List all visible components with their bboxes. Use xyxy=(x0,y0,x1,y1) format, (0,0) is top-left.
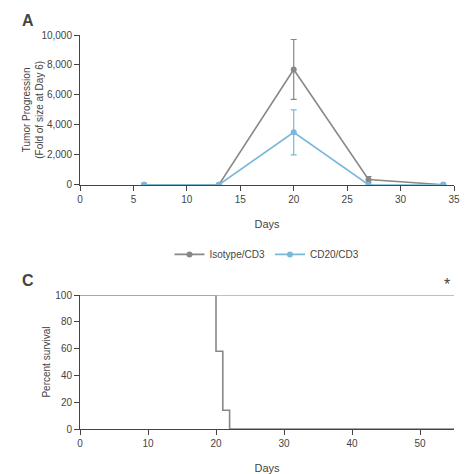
svg-text:25: 25 xyxy=(342,194,354,205)
svg-text:20: 20 xyxy=(61,397,73,408)
svg-text:5: 5 xyxy=(131,194,137,205)
svg-text:35: 35 xyxy=(448,194,460,205)
svg-text:20: 20 xyxy=(210,438,222,449)
svg-text:0: 0 xyxy=(77,438,83,449)
svg-text:Isotype/CD3: Isotype/CD3 xyxy=(210,249,265,260)
svg-text:6,000: 6,000 xyxy=(47,89,72,100)
svg-text:Percent survival: Percent survival xyxy=(41,326,52,397)
svg-text:*: * xyxy=(444,276,450,293)
svg-text:100: 100 xyxy=(55,290,72,301)
svg-text:4,000: 4,000 xyxy=(47,119,72,130)
svg-text:Tumor Progression(Fold of size: Tumor Progression(Fold of size at Day 6) xyxy=(21,61,45,159)
svg-text:A: A xyxy=(22,12,34,29)
svg-text:CD20/CD3: CD20/CD3 xyxy=(310,249,359,260)
svg-text:80: 80 xyxy=(61,316,73,327)
svg-text:10: 10 xyxy=(181,194,193,205)
svg-text:Days: Days xyxy=(254,462,280,474)
svg-text:0: 0 xyxy=(66,179,72,190)
svg-text:40: 40 xyxy=(346,438,358,449)
svg-text:C: C xyxy=(22,272,34,289)
svg-text:0: 0 xyxy=(66,424,72,435)
svg-text:Days: Days xyxy=(254,218,280,230)
svg-text:8,000: 8,000 xyxy=(47,59,72,70)
svg-text:50: 50 xyxy=(414,438,426,449)
svg-text:2,000: 2,000 xyxy=(47,149,72,160)
svg-text:10,000: 10,000 xyxy=(41,30,72,41)
svg-text:15: 15 xyxy=(235,194,247,205)
svg-text:30: 30 xyxy=(278,438,290,449)
svg-text:60: 60 xyxy=(61,343,73,354)
svg-text:30: 30 xyxy=(395,194,407,205)
svg-text:20: 20 xyxy=(288,194,300,205)
svg-text:10: 10 xyxy=(142,438,154,449)
svg-text:40: 40 xyxy=(61,370,73,381)
svg-text:0: 0 xyxy=(77,194,83,205)
